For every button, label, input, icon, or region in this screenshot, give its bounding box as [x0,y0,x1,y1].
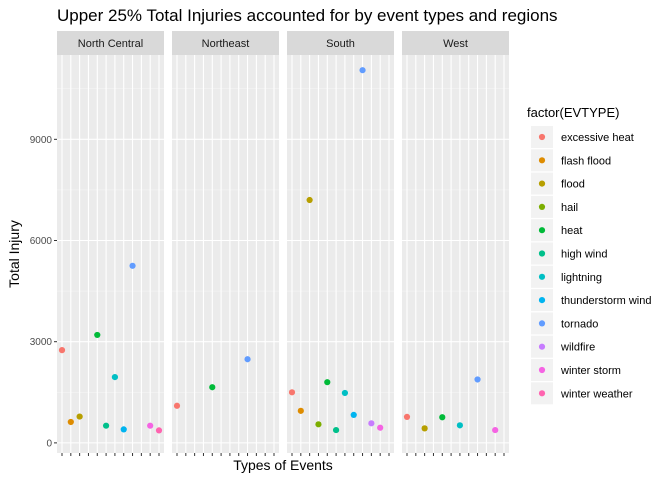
data-point [209,384,216,391]
data-point [67,418,74,426]
legend-label: flash flood [561,155,611,167]
data-point [421,425,428,432]
y-tick-label: 6000 [30,236,53,247]
legend-items: excessive heat flash flood flood hail heat hi… [531,126,652,405]
data-point [120,426,127,433]
panel-background [402,55,509,453]
y-tick-label: 0 [46,438,52,449]
data-point [359,67,366,74]
facet-strip [402,31,509,55]
legend-key-symbol [538,157,546,164]
facet-panel: West [402,31,509,456]
y-axis: 0 3000 6000 9000 [30,135,57,449]
facet-panel: South [287,31,394,456]
x-axis-title: Types of Events [233,457,333,473]
data-point [102,422,110,429]
facet-strip-label: West [443,38,468,50]
data-point [332,426,340,434]
y-axis-title: Total Injury [6,220,22,288]
legend-key-symbol [538,133,546,141]
data-point [147,422,154,429]
facet-strip-label: North Central [78,38,143,50]
data-point [244,356,251,363]
legend-key-symbol [538,366,546,374]
legend-key-symbol [538,297,546,304]
facet-strip [172,31,279,55]
legend-key-symbol [538,273,546,280]
legend-label: winter storm [560,365,621,377]
chart-title: Upper 25% Total Injuries accounted for b… [57,6,558,25]
legend-key-symbol [538,390,546,397]
y-tick-label: 9000 [30,135,53,146]
data-point [341,389,349,397]
legend-label: excessive heat [561,132,634,144]
legend-label: flood [561,179,585,191]
data-point [474,376,481,383]
legend: factor(EVTYPE) excessive heat flash flood… [527,105,652,405]
legend-key-symbol [538,180,546,187]
legend-key-symbol [538,203,546,210]
data-point [94,331,101,339]
data-point [129,262,136,269]
data-point [306,196,313,204]
data-point [111,374,119,381]
data-point [155,427,163,434]
legend-label: hail [561,202,578,214]
data-point [297,407,304,414]
y-tick-label: 3000 [30,337,53,348]
facet-strip-label: Northeast [202,38,250,50]
legend-label: winter weather [560,388,633,400]
facet-panel: North Central [57,31,164,456]
legend-key-symbol [538,227,546,234]
data-point [288,389,296,396]
legend-label: high wind [561,249,607,261]
data-point [403,413,411,421]
data-point [324,379,331,386]
legend-label: tornado [561,318,598,330]
panel-background [172,55,279,453]
data-point [439,414,446,421]
legend-key-symbol [538,250,546,257]
facet-panels: North Central Northeast South West [57,31,509,456]
data-point [368,420,375,427]
panel-background [287,55,394,453]
data-point [492,426,499,434]
data-point [350,411,357,418]
legend-label: wildfire [560,342,595,354]
facet-strip-label: South [326,38,355,50]
data-point [173,402,181,409]
facet-strip [57,31,164,55]
legend-label: thunderstorm wind [561,295,652,307]
data-point [76,413,83,420]
legend-label: heat [561,225,582,237]
data-point [58,347,66,354]
facet-strip [287,31,394,55]
panel-background [57,55,164,453]
data-point [377,424,384,431]
legend-key-symbol [538,343,546,350]
facet-panel: Northeast [172,31,279,456]
legend-label: lightning [561,272,602,284]
legend-title: factor(EVTYPE) [527,105,619,120]
data-point [456,422,464,429]
legend-key-symbol [538,320,546,327]
data-point [315,421,322,428]
